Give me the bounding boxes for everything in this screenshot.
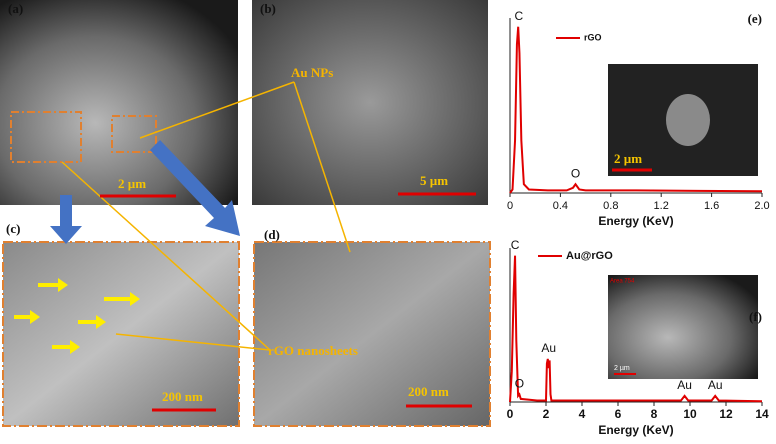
panel-label: (d) <box>264 227 280 242</box>
legend-label: rGO <box>584 32 602 42</box>
peak-label: C <box>514 9 523 23</box>
scale-bar-label: 2 µm <box>118 176 146 191</box>
x-tick-label: 0 <box>507 407 514 421</box>
x-tick-label: 1.2 <box>654 200 669 212</box>
sem-image-a <box>0 0 238 205</box>
panel-label: (a) <box>8 1 23 16</box>
legend-label: Au@rGO <box>566 250 613 262</box>
scale-bar-label: 200 nm <box>408 384 449 399</box>
annotation: rGO nanosheets <box>268 343 358 358</box>
inset-feature <box>666 94 710 146</box>
sem-image-d <box>254 242 490 426</box>
region-box <box>111 115 157 153</box>
spectrum-line <box>509 26 763 194</box>
peak-label: Au <box>677 378 692 392</box>
x-tick-label: 14 <box>755 407 769 421</box>
scale-bar-label: 5 µm <box>420 173 448 188</box>
zoom-frame <box>253 241 491 427</box>
sem-image-b <box>252 0 488 205</box>
panel-label: (b) <box>260 1 276 16</box>
x-tick-label: 8 <box>651 407 658 421</box>
x-tick-label: 0.4 <box>553 200 568 212</box>
x-axis-label: Energy (KeV) <box>598 423 673 437</box>
annotation: Au NPs <box>291 65 333 80</box>
peak-label: C <box>511 238 520 252</box>
peak-label: O <box>571 166 580 180</box>
x-tick-label: 2 <box>543 407 550 421</box>
panel-label: (c) <box>6 221 20 236</box>
x-tick-label: 0.8 <box>603 200 618 212</box>
region-box <box>10 111 82 163</box>
x-tick-label: 10 <box>683 407 697 421</box>
inset-label: Area 754 <box>610 279 635 285</box>
x-axis-label: Energy (KeV) <box>598 214 673 228</box>
inset-image <box>608 275 758 379</box>
pointer-lines <box>61 81 351 351</box>
peak-label: Au <box>708 378 723 392</box>
scale-bar-label: 200 nm <box>162 389 203 404</box>
panel-label: (f) <box>749 309 762 324</box>
scale-bar-lines <box>100 192 476 412</box>
peak-label: O <box>515 376 524 390</box>
yellow-arrows <box>14 278 140 354</box>
x-tick-label: 4 <box>579 407 586 421</box>
peak-label: Au <box>541 341 556 355</box>
x-tick-label: 1.6 <box>704 200 719 212</box>
x-tick-label: 0 <box>507 200 513 212</box>
scale-bar-label: 2 µm <box>614 365 630 372</box>
zoom-frame <box>2 241 240 427</box>
x-tick-label: 2.0 <box>754 200 769 212</box>
x-tick-label: 6 <box>615 407 622 421</box>
x-tick-label: 12 <box>719 407 733 421</box>
charts: 0 0.4 0.8 1.2 1.6 2.0 Energy (KeV) (e) rGO C O 0 2 4 6… <box>507 9 770 437</box>
panel-label: (e) <box>748 11 762 26</box>
scale-bar-label: 2 µm <box>614 151 642 166</box>
zoom-arrow <box>150 140 240 236</box>
spectrum-line <box>509 255 763 403</box>
zoom-arrow <box>50 195 82 244</box>
